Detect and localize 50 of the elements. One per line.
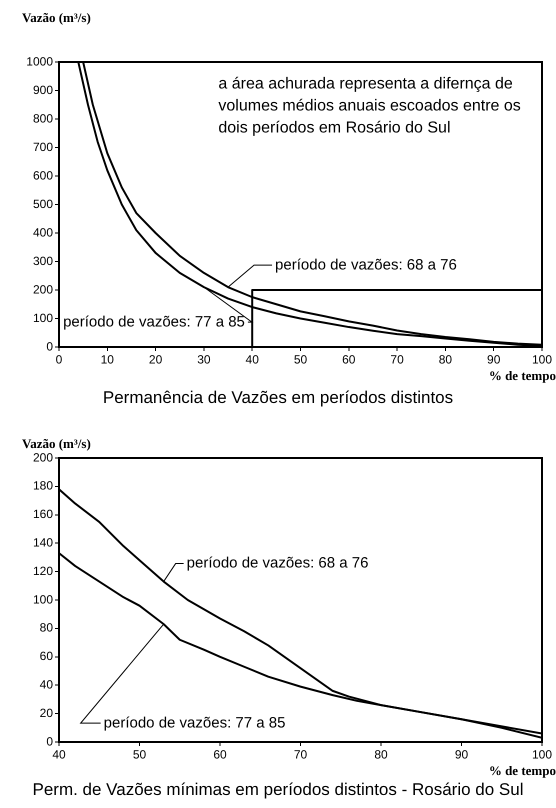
y-tick-label: 1000 [26,54,54,68]
y-tick-label: 60 [40,649,54,664]
y-tick-label: 20 [40,706,54,720]
x-tick-label: 90 [454,748,468,762]
x-tick-label: 80 [374,748,388,762]
legend-label: período de vazões: 68 a 76 [186,554,368,572]
y-tick-label: 400 [32,225,54,240]
x-tick-label: 80 [438,352,452,367]
y-tick-label: 160 [32,507,54,522]
x-tick-label: 70 [390,352,404,367]
y-tick-label: 0 [46,339,54,354]
y-axis-title: Vazão (m³/s) [22,10,91,26]
y-tick-label: 200 [32,282,54,296]
y-tick-label: 120 [32,564,54,578]
x-tick-label: 0 [56,352,63,367]
y-tick-label: 700 [32,140,54,154]
y-tick-label: 900 [32,82,54,97]
x-tick-label: 100 [532,352,552,367]
x-tick-label: 100 [532,748,552,762]
x-tick-label: 90 [487,352,501,367]
y-tick-label: 180 [32,478,54,493]
y-tick-label: 300 [32,254,54,268]
y-tick-label: 100 [32,592,54,606]
y-tick-label: 600 [32,168,54,182]
y-tick-label: 40 [40,678,54,692]
x-axis-title: % de tempo [488,368,556,384]
x-tick-label: 40 [246,352,260,367]
y-tick-label: 800 [32,111,54,126]
text: Permanência de Vazões em períodos distintos [102,388,454,408]
x-tick-label: 60 [213,748,227,762]
x-tick-label: 60 [342,352,356,367]
x-axis-title: % de tempo [488,763,556,779]
series-label: período de vazões: 77 a 85 [63,313,245,330]
text: período de vazões: 77 a 85 [104,714,286,732]
x-tick-label: 10 [100,352,114,367]
y-tick-label: 0 [46,734,54,748]
y-tick-label: 80 [40,620,54,635]
y-tick-label: 500 [32,196,54,211]
x-tick-label: 50 [294,352,308,367]
x-tick-label: 50 [132,748,146,762]
x-tick-label: 20 [148,352,163,367]
y-tick-label: 200 [32,450,54,464]
y-axis-title: Vazão (m³/s) [22,436,91,452]
text: Perm. de Vazões mínimas em períodos distintos - Rosário do Sul [31,780,524,800]
x-tick-label: 30 [197,352,211,367]
x-tick-label: 70 [294,748,308,762]
y-tick-label: 100 [32,310,54,325]
annotation: a área achurada representa a difernça de volumes médios anuais escoados entre os dois períodos em Rosário do Sul [218,76,521,137]
series-label: período de vazões: 68 a 76 [275,256,457,274]
y-tick-label: 140 [32,536,54,550]
